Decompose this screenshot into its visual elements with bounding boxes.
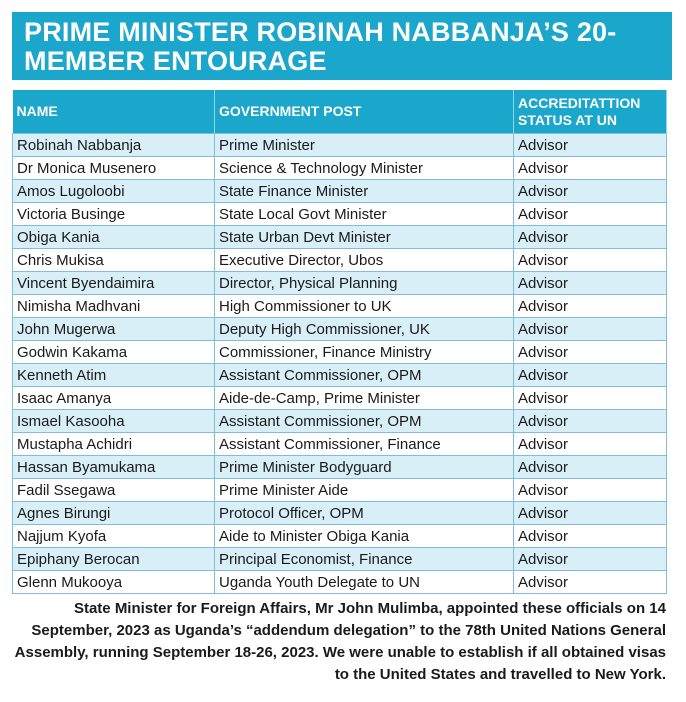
table-cell: Advisor xyxy=(513,432,667,456)
table-cell: Isaac Amanya xyxy=(12,386,215,410)
table-row: Mustapha Achidri Assistant Commissioner, … xyxy=(12,432,667,456)
table-body: Robinah Nabbanja Prime Minister Advisor Dr … xyxy=(12,133,667,594)
table-row: Fadil Ssegawa Prime Minister Aide Advisor xyxy=(12,478,667,502)
table-cell: Vincent Byendaimira xyxy=(12,271,215,295)
table-cell: Victoria Businge xyxy=(12,202,215,226)
table-cell: Advisor xyxy=(513,570,667,594)
table-cell: Prime Minister Bodyguard xyxy=(214,455,514,479)
table-cell: Chris Mukisa xyxy=(12,248,215,272)
table-row: Obiga Kania State Urban Devt Minister Advi… xyxy=(12,225,667,249)
table-cell: Robinah Nabbanja xyxy=(12,133,215,157)
table-cell: High Commissioner to UK xyxy=(214,294,514,318)
table-cell: Epiphany Berocan xyxy=(12,547,215,571)
table-row: Hassan Byamukama Prime Minister Bodyguard… xyxy=(12,455,667,479)
table-cell: Deputy High Commissioner, UK xyxy=(214,317,514,341)
table-cell: State Finance Minister xyxy=(214,179,514,203)
table-cell: Ismael Kasooha xyxy=(12,409,215,433)
table-cell: Kenneth Atim xyxy=(12,363,215,387)
table-row: Najjum Kyofa Aide to Minister Obiga Kania… xyxy=(12,524,667,548)
table-row: Isaac Amanya Aide-de-Camp, Prime Minister… xyxy=(12,386,667,410)
table-cell: Assistant Commissioner, OPM xyxy=(214,363,514,387)
table-cell: Advisor xyxy=(513,317,667,341)
table-cell: Science & Technology Minister xyxy=(214,156,514,180)
table-cell: Amos Lugoloobi xyxy=(12,179,215,203)
table-cell: Advisor xyxy=(513,501,667,525)
column-header: NAME xyxy=(12,90,215,134)
table-cell: Director, Physical Planning xyxy=(214,271,514,295)
table-cell: Advisor xyxy=(513,409,667,433)
table-cell: Principal Economist, Finance xyxy=(214,547,514,571)
table-row: Dr Monica Musenero Science & Technology M… xyxy=(12,156,667,180)
table-cell: Obiga Kania xyxy=(12,225,215,249)
table-cell: Advisor xyxy=(513,248,667,272)
table-row: Agnes Birungi Protocol Officer, OPM Adviso… xyxy=(12,501,667,525)
table-cell: Agnes Birungi xyxy=(12,501,215,525)
table-cell: Aide-de-Camp, Prime Minister xyxy=(214,386,514,410)
table-cell: John Mugerwa xyxy=(12,317,215,341)
table-row: Robinah Nabbanja Prime Minister Advisor xyxy=(12,133,667,157)
table-row: Glenn Mukooya Uganda Youth Delegate to UN… xyxy=(12,570,667,594)
table-cell: State Urban Devt Minister xyxy=(214,225,514,249)
table-cell: Assistant Commissioner, Finance xyxy=(214,432,514,456)
table-cell: Advisor xyxy=(513,524,667,548)
table-cell: Advisor xyxy=(513,271,667,295)
table-cell: Advisor xyxy=(513,202,667,226)
table-cell: Dr Monica Musenero xyxy=(12,156,215,180)
table-cell: Glenn Mukooya xyxy=(12,570,215,594)
table-row: Godwin Kakama Commissioner, Finance Minis… xyxy=(12,340,667,364)
table-row: Ismael Kasooha Assistant Commissioner, OP… xyxy=(12,409,667,433)
table-cell: Advisor xyxy=(513,179,667,203)
table-row: Nimisha Madhvani High Commissioner to UK A… xyxy=(12,294,667,318)
table-row: Victoria Businge State Local Govt Ministe… xyxy=(12,202,667,226)
table-cell: Protocol Officer, OPM xyxy=(214,501,514,525)
table-cell: State Local Govt Minister xyxy=(214,202,514,226)
table-row: Vincent Byendaimira Director, Physical Pl… xyxy=(12,271,667,295)
table-row: Chris Mukisa Executive Director, Ubos Advi… xyxy=(12,248,667,272)
table-row: Epiphany Berocan Principal Economist, Fin… xyxy=(12,547,667,571)
table-cell: Hassan Byamukama xyxy=(12,455,215,479)
table-cell: Uganda Youth Delegate to UN xyxy=(214,570,514,594)
table-cell: Executive Director, Ubos xyxy=(214,248,514,272)
table-cell: Godwin Kakama xyxy=(12,340,215,364)
header-row: NAME GOVERNMENT POST ACCREDITATTION STATUS… xyxy=(12,90,667,134)
table-cell: Advisor xyxy=(513,225,667,249)
table-cell: Advisor xyxy=(513,363,667,387)
table-cell: Advisor xyxy=(513,386,667,410)
table-row: John Mugerwa Deputy High Commissioner, UK… xyxy=(12,317,667,341)
table-cell: Advisor xyxy=(513,547,667,571)
column-header: GOVERNMENT POST xyxy=(214,90,514,134)
column-header: ACCREDITATTION STATUS AT UN xyxy=(513,90,667,134)
table-cell: Advisor xyxy=(513,455,667,479)
table-cell: Advisor xyxy=(513,478,667,502)
table-cell: Najjum Kyofa xyxy=(12,524,215,548)
table-cell: Advisor xyxy=(513,294,667,318)
table-cell: Prime Minister Aide xyxy=(214,478,514,502)
table-row: Kenneth Atim Assistant Commissioner, OPM A… xyxy=(12,363,667,387)
table-row: Amos Lugoloobi State Finance Minister Advi… xyxy=(12,179,667,203)
title: PRIME MINISTER ROBINAH NABBANJA’S 20-MEM… xyxy=(24,17,617,76)
table-cell: Prime Minister xyxy=(214,133,514,157)
table-cell: Aide to Minister Obiga Kania xyxy=(214,524,514,548)
table-cell: Commissioner, Finance Ministry xyxy=(214,340,514,364)
entourage-table: NAME GOVERNMENT POST ACCREDITATTION STATUS… xyxy=(12,90,667,594)
title-banner: PRIME MINISTER ROBINAH NABBANJA’S 20-MEM… xyxy=(12,12,672,80)
table-cell: Advisor xyxy=(513,340,667,364)
table-cell: Fadil Ssegawa xyxy=(12,478,215,502)
table-cell: Assistant Commissioner, OPM xyxy=(214,409,514,433)
table-cell: Nimisha Madhvani xyxy=(12,294,215,318)
table-cell: Advisor xyxy=(513,133,667,157)
table-cell: Advisor xyxy=(513,156,667,180)
footer-note: State Minister for Foreign Affairs, Mr J… xyxy=(14,600,666,683)
table-cell: Mustapha Achidri xyxy=(12,432,215,456)
